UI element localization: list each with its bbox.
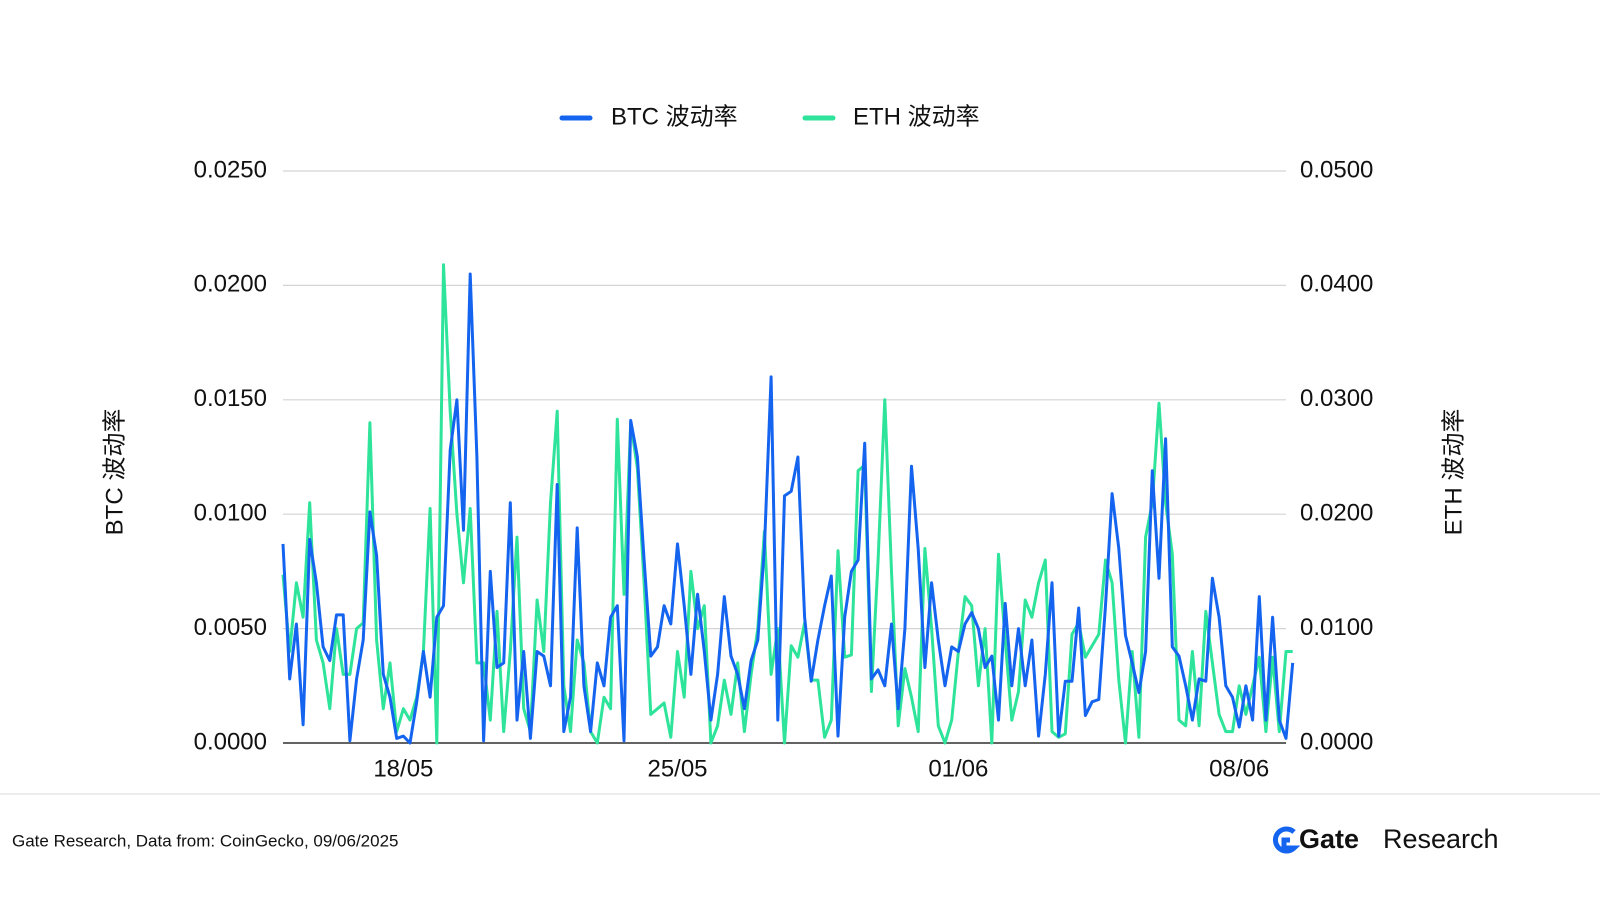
y2-axis-title: ETH 波动率 bbox=[1440, 409, 1467, 536]
y2-tick-label: 0.0500 bbox=[1300, 156, 1373, 183]
y2-tick-label: 0.0000 bbox=[1300, 728, 1373, 755]
y2-tick-label: 0.0200 bbox=[1300, 500, 1373, 527]
series-line bbox=[281, 272, 1295, 745]
y2-tick-label: 0.0300 bbox=[1300, 385, 1373, 412]
x-tick-label: 25/05 bbox=[647, 755, 707, 782]
y2-tick-label: 0.0400 bbox=[1300, 271, 1373, 298]
y-tick-label: 0.0250 bbox=[194, 156, 267, 183]
legend-label: BTC 波动率 bbox=[611, 103, 738, 130]
y-tick-label: 0.0150 bbox=[194, 385, 267, 412]
x-tick-label: 01/06 bbox=[928, 755, 988, 782]
x-tick-label: 18/05 bbox=[373, 755, 433, 782]
y-tick-label: 0.0200 bbox=[194, 271, 267, 298]
y-tick-label: 0.0000 bbox=[194, 728, 267, 755]
y-tick-label: 0.0100 bbox=[194, 500, 267, 527]
lines bbox=[281, 263, 1295, 745]
y-axis-title: BTC 波动率 bbox=[101, 409, 128, 536]
x-tick-label: 08/06 bbox=[1209, 755, 1269, 782]
brand-icon bbox=[1273, 826, 1301, 854]
footer-source: Gate Research, Data from: CoinGecko, 09/… bbox=[12, 831, 398, 850]
brand-name: Gate bbox=[1299, 824, 1359, 854]
y-tick-label: 0.0050 bbox=[194, 614, 267, 641]
y2-tick-label: 0.0100 bbox=[1300, 614, 1373, 641]
brand-logo: Gate Research bbox=[1273, 824, 1499, 854]
series-line bbox=[281, 263, 1293, 745]
brand-suffix: Research bbox=[1383, 824, 1499, 854]
legend-label: ETH 波动率 bbox=[853, 103, 980, 130]
labels: 0.0000 0.0050 0.0100 0.0150 0.0200 0.0250 0.00… bbox=[194, 103, 1374, 782]
